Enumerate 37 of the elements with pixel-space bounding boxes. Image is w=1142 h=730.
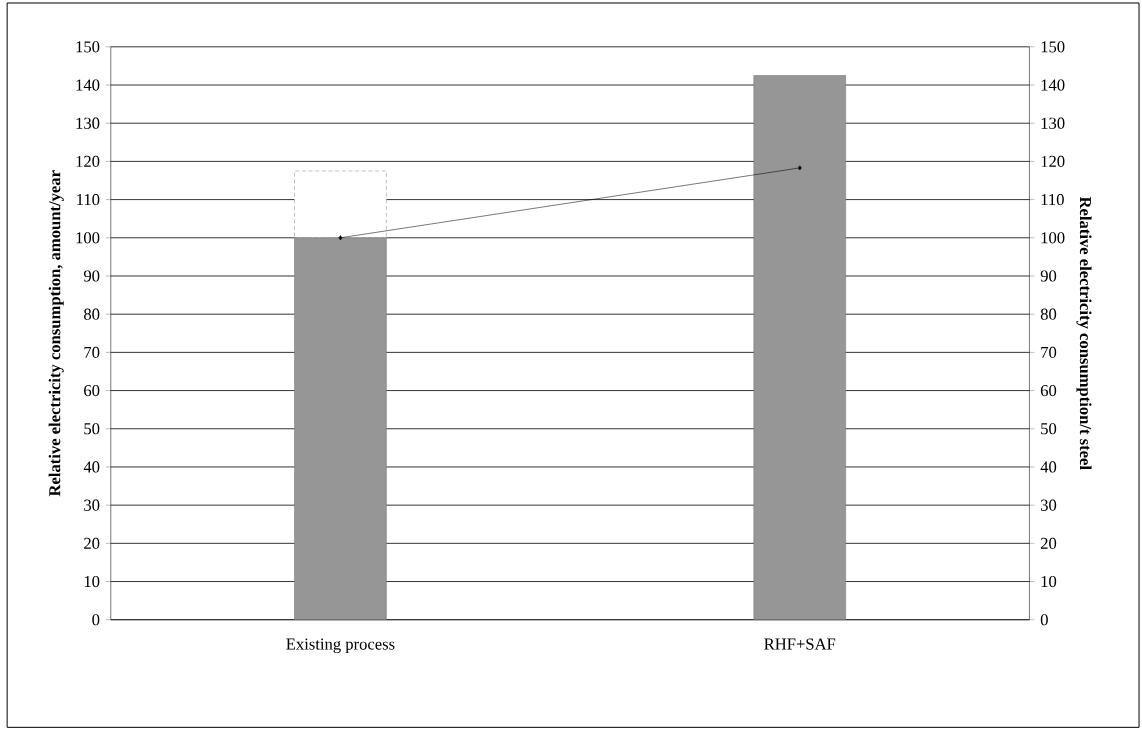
y-tick-label: 60 xyxy=(84,384,100,397)
bar xyxy=(753,75,846,620)
y-tick-label: 40 xyxy=(83,461,100,473)
y2-tick-label: 30 xyxy=(1040,499,1057,511)
y-tick-label: 70 xyxy=(84,346,100,358)
y-tick-label: 150 xyxy=(76,41,100,53)
y-tick-label: 50 xyxy=(84,423,100,435)
y2-tick-label: 0 xyxy=(1040,613,1048,626)
y2-tick-label: 110 xyxy=(1041,193,1064,206)
y-axis-title: Relative electricity consumption, amount/year xyxy=(48,170,64,497)
y2-tick-label: 20 xyxy=(1040,537,1057,549)
y-tick-label: 130 xyxy=(76,117,100,129)
y-tick-label: 10 xyxy=(84,575,100,587)
y2-tick-label: 130 xyxy=(1041,117,1065,129)
y2-tick-label: 10 xyxy=(1041,575,1057,587)
y2-tick-label: 80 xyxy=(1040,308,1057,320)
x-tick-label: Existing process xyxy=(286,638,395,653)
y2-tick-label: 60 xyxy=(1040,384,1057,397)
y-tick-label: 0 xyxy=(92,613,100,626)
y-tick-label: 140 xyxy=(76,79,100,91)
x-tick-label: RHF+SAF xyxy=(764,638,836,650)
y2-tick-label: 50 xyxy=(1041,423,1057,435)
y2-tick-label: 40 xyxy=(1040,461,1057,473)
y-tick-label: 100 xyxy=(76,232,100,244)
y-tick-label: 20 xyxy=(84,537,100,549)
y-tick-label: 90 xyxy=(83,270,100,282)
y2-axis-title: Relative electricity consumption/t steel xyxy=(1076,196,1092,470)
y-tick-label: 110 xyxy=(77,193,100,206)
y2-tick-label: 100 xyxy=(1041,232,1065,244)
y2-tick-label: 90 xyxy=(1040,270,1057,282)
y2-tick-label: 70 xyxy=(1041,346,1057,358)
y2-tick-label: 150 xyxy=(1041,41,1065,53)
y2-tick-label: 120 xyxy=(1041,155,1065,167)
y-tick-label: 30 xyxy=(84,499,100,511)
y-tick-label: 80 xyxy=(84,308,100,320)
y2-tick-label: 140 xyxy=(1041,79,1065,91)
y-tick-label: 120 xyxy=(76,155,100,167)
